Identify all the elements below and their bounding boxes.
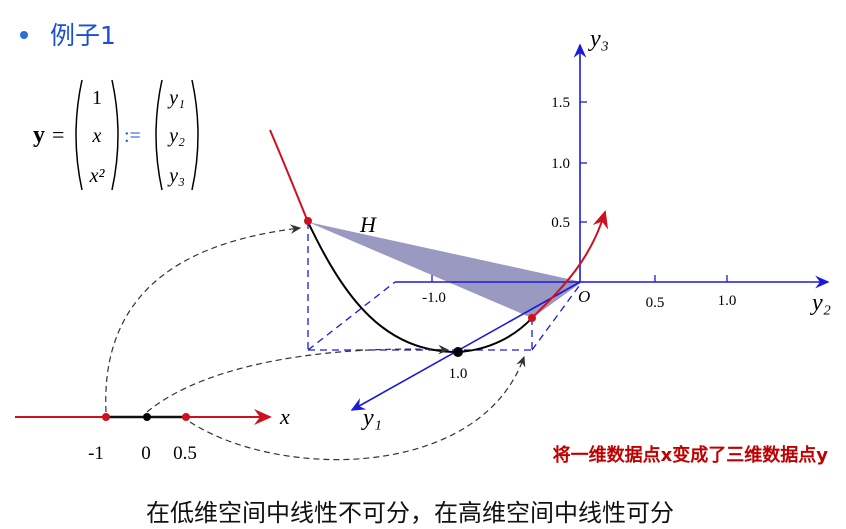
- y1-label: y₁: [361, 405, 382, 431]
- projected-curve: [307, 221, 533, 354]
- mapping-arrows: [105, 224, 526, 461]
- y2-tick-label: 0.5: [646, 295, 665, 311]
- title: 例子1: [50, 21, 116, 50]
- ticks: [431, 101, 728, 282]
- eq-assign: :=: [124, 125, 141, 147]
- x-tick-label: 0.5: [173, 443, 197, 464]
- x-tick-label: -1: [88, 443, 104, 464]
- paren: [155, 79, 163, 191]
- x-label: x: [279, 404, 290, 429]
- x-point: [102, 413, 110, 421]
- plane-label: H: [359, 212, 377, 237]
- bullet: [20, 31, 28, 39]
- paren: [111, 79, 119, 191]
- y3-label: y₃: [588, 26, 609, 52]
- mapped-curve: [269, 129, 309, 223]
- eq-entry: 1: [92, 87, 102, 109]
- eq-entry: x²: [89, 165, 106, 187]
- x-point: [143, 413, 151, 421]
- y2-label: y₂: [810, 290, 831, 316]
- y1-axis: [350, 281, 581, 411]
- mapped-curve: [531, 210, 609, 319]
- y3-tick-label: 1.0: [551, 156, 570, 172]
- conclusion: 在低维空间中线性不可分，在高维空间中线性可分: [146, 499, 674, 527]
- mapped-point: [304, 217, 312, 225]
- eq-equals: =: [52, 122, 64, 147]
- mapped-point: [453, 347, 463, 357]
- projection-box: [307, 222, 583, 351]
- caption: 将一维数据点x变成了三维数据点y: [553, 444, 829, 466]
- y2-tick-label: -1.0: [422, 290, 446, 306]
- y2-tick-label: 1.0: [718, 293, 737, 309]
- eq-entry: y₁: [167, 87, 185, 109]
- equation: y = 1 x x² := y₁ y₂ y₃: [33, 79, 199, 191]
- eq-lhs: y: [33, 122, 45, 148]
- plane-h: [308, 222, 582, 318]
- eq-entry: y₂: [167, 125, 185, 147]
- y3-tick-label: 1.5: [551, 95, 570, 111]
- y1-tick-label: 1.0: [449, 366, 468, 382]
- paren: [191, 79, 199, 191]
- paren: [75, 79, 83, 191]
- y3-tick-label: 0.5: [551, 215, 570, 231]
- eq-entry: y₃: [167, 165, 185, 187]
- origin-label: O: [578, 287, 590, 306]
- mapped-point: [528, 314, 536, 322]
- eq-entry: x: [92, 125, 102, 147]
- x-tick-label: 0: [141, 443, 151, 464]
- x-point: [182, 413, 190, 421]
